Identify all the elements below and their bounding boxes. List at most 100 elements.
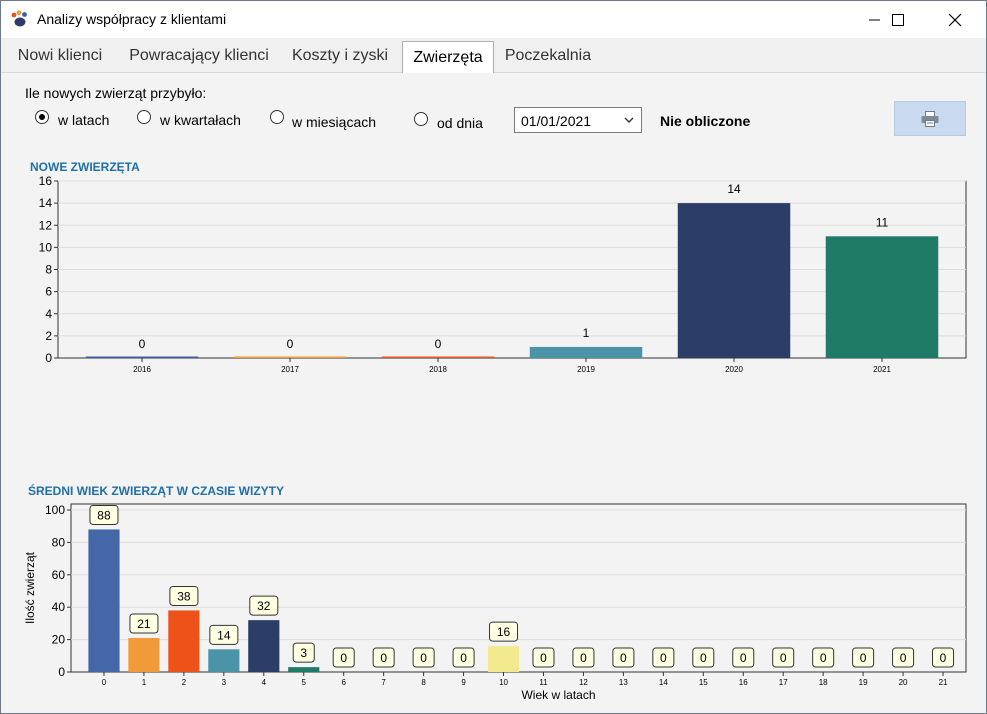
minimize-button[interactable] — [852, 1, 898, 38]
chart2-label-box — [89, 504, 119, 525]
chart2-xlabel: Wiek w latach — [521, 688, 595, 702]
chart2-data-label: 0 — [940, 651, 947, 665]
chart2-xtick-label: 13 — [619, 678, 628, 687]
chart2-label-box — [372, 647, 395, 668]
chart1-xtick-label: 2019 — [577, 365, 595, 374]
chart2-label-box — [612, 647, 635, 668]
tab-bar: Nowi klienci Powracający klienci Koszty … — [1, 38, 986, 74]
chart1-ytick-label: 12 — [39, 218, 53, 232]
date-picker[interactable]: 01/01/2021 — [514, 107, 642, 133]
radio-w-miesiacach[interactable] — [270, 110, 284, 124]
chart2-xtick-label: 14 — [659, 678, 668, 687]
chart1-xtick-label: 2018 — [429, 365, 447, 374]
chart2-ytick-label: 100 — [45, 503, 65, 517]
radio-w-latach[interactable] — [35, 110, 49, 124]
chart1-ytick-label: 6 — [45, 285, 52, 299]
chart1-data-label: 0 — [139, 337, 146, 351]
chart2-label-box — [652, 647, 675, 668]
chart2-xtick-label: 10 — [499, 678, 508, 687]
chart2-bar — [248, 620, 280, 672]
close-button[interactable] — [932, 1, 978, 38]
chart2-data-label: 0 — [460, 651, 467, 665]
chart2-xtick-label: 19 — [859, 678, 868, 687]
chart2-bar — [128, 637, 160, 672]
chart2-data-label: 3 — [300, 646, 307, 660]
chart2-ytick-label: 80 — [52, 535, 66, 549]
chart1-ytick-label: 10 — [39, 240, 53, 254]
chart1-xtick-label: 2016 — [133, 365, 151, 374]
chart2-data-label: 0 — [740, 651, 747, 665]
chart2-data-label: 21 — [137, 617, 151, 631]
tab-powracajacy-klienci[interactable]: Powracający klienci — [129, 47, 269, 64]
chart1-data-label: 11 — [876, 215, 889, 229]
chart2-data-label: 0 — [340, 651, 347, 665]
chart2-label-box — [772, 647, 795, 668]
chart2-xtick-label: 8 — [421, 678, 426, 687]
print-button[interactable] — [894, 101, 966, 136]
chart2-label-box — [249, 595, 279, 616]
chart2-xtick-label: 9 — [461, 678, 466, 687]
tab-nowi-klienci[interactable]: Nowi klienci — [17, 47, 103, 64]
maximize-button[interactable] — [875, 1, 921, 38]
chart1-bar — [85, 356, 199, 358]
tab-poczekalnia[interactable]: Poczekalnia — [504, 47, 592, 64]
chart1-bar — [677, 203, 791, 358]
chart2-ylabel: Ilość zwierząt — [23, 551, 37, 624]
chart1-ytick-label: 8 — [45, 263, 52, 277]
chart2-data-label: 0 — [700, 651, 707, 665]
chart2-data-label: 16 — [497, 625, 511, 639]
chart2-xtick-label: 4 — [262, 678, 267, 687]
radio-w-kwartalach-label[interactable]: w kwartałach — [160, 112, 241, 128]
chart1-title: NOWE ZWIERZĘTA — [30, 160, 140, 174]
chart1-xtick-label: 2020 — [725, 365, 743, 374]
chart1-bar — [529, 346, 643, 358]
chart2-xtick-label: 18 — [819, 678, 828, 687]
chart2-label-box — [169, 585, 199, 606]
chevron-down-icon — [624, 117, 634, 123]
chart2-xtick-label: 0 — [102, 678, 107, 687]
chart2-data-label: 0 — [380, 651, 387, 665]
chart1-ytick-label: 4 — [45, 307, 52, 321]
chart1-ytick-label: 16 — [39, 174, 53, 188]
chart2-xtick-label: 11 — [539, 678, 548, 687]
radio-od-dnia[interactable] — [414, 112, 428, 126]
title-bar: Analizy współpracy z klientami — [1, 1, 986, 38]
tab-zwierzeta[interactable]: Zwierzęta — [402, 41, 494, 74]
chart2-xtick-label: 1 — [142, 678, 147, 687]
chart1-bar — [825, 236, 939, 358]
radio-od-dnia-label[interactable]: od dnia — [437, 115, 483, 131]
chart2-title: ŚREDNI WIEK ZWIERZĄT W CZASIE WIZYTY — [28, 484, 284, 498]
chart2-bar — [88, 529, 120, 672]
chart2-xtick-label: 17 — [779, 678, 788, 687]
question-label: Ile nowych zwierząt przybyło: — [25, 85, 207, 101]
chart1-data-label: 0 — [435, 337, 442, 351]
chart1-bar — [381, 356, 495, 358]
chart2-data-label: 0 — [860, 651, 867, 665]
chart2-ytick-label: 40 — [52, 600, 66, 614]
chart2-label-box — [452, 647, 475, 668]
chart2-ytick-label: 60 — [52, 568, 66, 582]
radio-w-miesiacach-label[interactable]: w miesiącach — [292, 114, 377, 130]
chart2-bar — [168, 610, 200, 672]
radio-w-latach-label[interactable]: w latach — [58, 112, 110, 128]
chart2-data-label: 0 — [900, 651, 907, 665]
chart2-data-label: 0 — [780, 651, 787, 665]
tab-koszty-i-zyski[interactable]: Koszty i zyski — [291, 47, 388, 64]
chart2-label-box — [412, 647, 435, 668]
chart2-label-box — [489, 621, 519, 642]
chart2-bar — [208, 649, 240, 672]
new-animals-chart: 0 2 4 6 8 10 12 14 16 0 2016 0 2017 0 2018 1 2019 14 2020 1… — [39, 174, 967, 374]
chart2-data-label: 0 — [660, 651, 667, 665]
chart1-ytick-label: 0 — [45, 351, 52, 365]
chart2-data-label: 0 — [620, 651, 627, 665]
chart1-data-label: 1 — [583, 326, 590, 340]
chart2-label-box — [292, 642, 315, 663]
chart1-xtick-label: 2021 — [873, 365, 891, 374]
chart2-data-label: 0 — [540, 651, 547, 665]
chart2-data-label: 0 — [420, 651, 427, 665]
chart2-xtick-label: 21 — [939, 678, 948, 687]
chart2-data-label: 14 — [217, 628, 231, 642]
radio-w-kwartalach[interactable] — [137, 110, 151, 124]
chart1-ytick-label: 2 — [45, 329, 52, 343]
